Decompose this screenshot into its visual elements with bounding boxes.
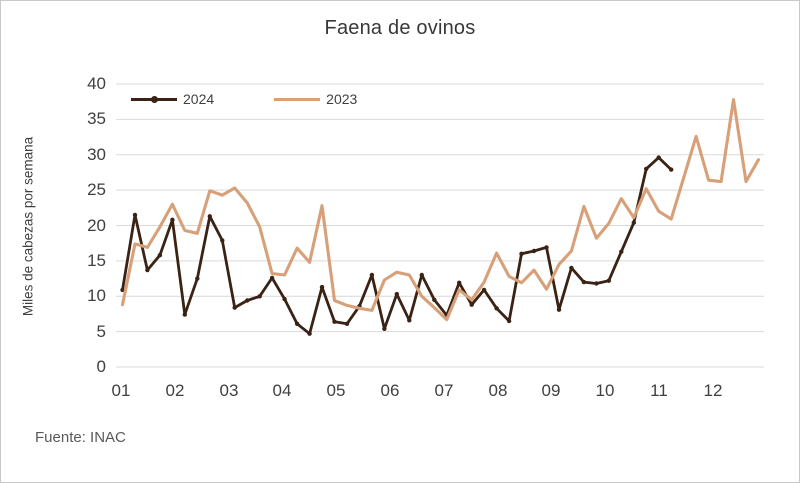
data-marker-2024 (132, 212, 138, 218)
data-marker-2024 (344, 321, 350, 326)
y-tick-label-25: 25 (87, 180, 106, 199)
x-tick-label-08: 08 (488, 381, 508, 400)
data-marker-2024 (232, 305, 237, 310)
legend-marker-2024 (150, 95, 158, 103)
y-tick-label-0: 0 (96, 357, 106, 376)
data-marker-2024 (269, 275, 275, 281)
data-marker-2024 (220, 238, 225, 243)
data-marker-2024 (419, 272, 424, 278)
legend-line-2024 (131, 95, 177, 103)
data-marker-2024 (469, 302, 474, 307)
data-marker-2024 (407, 318, 412, 323)
x-tick-label-02: 02 (165, 381, 185, 400)
legend-line-2023 (274, 97, 321, 101)
data-marker-2024 (581, 279, 587, 285)
data-marker-2024 (207, 214, 212, 219)
series-line-2024 (121, 156, 673, 336)
chart-title: Faena de ovinos (324, 17, 476, 39)
data-marker-2024 (382, 326, 387, 331)
x-tick-label-12: 12 (703, 381, 723, 400)
x-tick-label-01: 01 (111, 381, 131, 400)
data-marker-2024 (145, 267, 150, 273)
data-marker-2024 (332, 319, 337, 324)
data-marker-2024 (282, 296, 287, 302)
data-marker-2024 (531, 248, 537, 254)
data-marker-2024 (157, 253, 163, 258)
data-marker-2024 (319, 284, 325, 290)
data-marker-2024 (307, 331, 312, 336)
y-tick-label-15: 15 (87, 251, 106, 270)
y-tick-label-10: 10 (87, 286, 106, 305)
x-tick-label-11: 11 (650, 381, 668, 400)
data-marker-2024 (656, 155, 661, 160)
data-marker-2024 (195, 276, 200, 281)
data-marker-2024 (519, 251, 524, 256)
data-marker-2024 (644, 166, 649, 172)
data-marker-2024 (369, 272, 375, 278)
data-marker-2024 (544, 245, 549, 250)
x-tick-label-04: 04 (272, 381, 292, 400)
x-tick-label-10: 10 (595, 381, 615, 400)
data-marker-2024 (170, 217, 175, 222)
y-tick-label-40: 40 (87, 74, 106, 93)
x-tick-label-05: 05 (326, 381, 346, 400)
data-marker-2024 (120, 287, 125, 293)
data-marker-2024 (669, 167, 674, 172)
data-marker-2024 (245, 298, 250, 303)
y-tick-label-30: 30 (87, 145, 106, 164)
data-marker-2024 (394, 291, 399, 297)
x-tick-label-07: 07 (434, 381, 454, 400)
x-tick-label-09: 09 (541, 381, 561, 400)
data-marker-2024 (506, 318, 512, 324)
data-marker-2024 (481, 287, 487, 293)
legend-label-2024: 2024 (183, 91, 215, 107)
y-tick-label-5: 5 (96, 322, 106, 341)
data-marker-2024 (556, 307, 562, 312)
y-tick-label-35: 35 (87, 109, 106, 128)
y-tick-label-20: 20 (87, 216, 106, 235)
data-marker-2024 (294, 321, 300, 326)
x-tick-label-03: 03 (219, 381, 239, 400)
data-marker-2024 (432, 297, 437, 302)
x-tick-label-06: 06 (380, 381, 400, 400)
data-marker-2024 (569, 265, 574, 271)
legend: 2024 2023 (131, 91, 357, 107)
legend-label-2023: 2023 (326, 91, 358, 107)
series-line-2023 (120, 98, 761, 322)
data-marker-2024 (606, 278, 611, 283)
data-marker-2024 (457, 280, 462, 285)
data-marker-2024 (619, 249, 624, 254)
data-marker-2024 (494, 306, 499, 311)
data-marker-2024 (257, 294, 262, 299)
data-marker-2024 (631, 220, 636, 225)
data-marker-2024 (182, 312, 187, 317)
source-note: Fuente: INAC (35, 429, 126, 446)
data-marker-2024 (594, 281, 599, 286)
